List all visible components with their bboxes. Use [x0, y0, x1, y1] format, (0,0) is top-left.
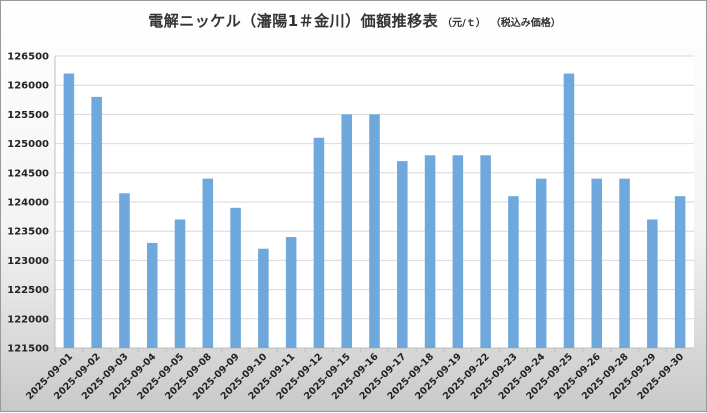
bar — [591, 178, 603, 348]
bar — [258, 248, 269, 348]
x-axis-ticks: 2025-09-012025-09-022025-09-032025-09-04… — [24, 351, 686, 402]
bar — [119, 193, 130, 348]
y-tick-label: 126500 — [7, 52, 49, 63]
bar — [230, 207, 241, 348]
bar — [146, 242, 158, 348]
bar — [674, 196, 686, 348]
y-tick-label: 122000 — [7, 314, 49, 325]
bar — [202, 178, 214, 348]
bar — [397, 161, 408, 348]
bar — [480, 155, 491, 348]
bar — [285, 237, 297, 348]
bar — [563, 73, 575, 349]
bar — [63, 73, 75, 349]
bar — [535, 178, 547, 348]
bar-series — [63, 73, 686, 349]
y-tick-label: 123500 — [7, 227, 49, 238]
bar — [174, 219, 186, 348]
chart-title-block: 電解ニッケル（瀋陽1＃金川）価額推移表 （元/ｔ） （税込み価格） — [1, 10, 707, 31]
chart-title: 電解ニッケル（瀋陽1＃金川）価額推移表 — [148, 12, 439, 30]
y-tick-label: 123000 — [7, 256, 49, 267]
y-tick-label: 125000 — [7, 139, 49, 150]
y-tick-label: 124000 — [7, 198, 49, 209]
y-tick-label: 126000 — [7, 81, 49, 92]
bar — [452, 155, 464, 348]
y-tick-label: 124500 — [7, 168, 49, 179]
bar — [619, 178, 630, 348]
y-tick-label: 125500 — [7, 110, 49, 121]
chart-unit: （元/ｔ） — [442, 18, 486, 29]
y-tick-label: 122500 — [7, 285, 49, 296]
bar — [313, 137, 325, 348]
bar — [369, 114, 380, 349]
y-axis-ticks: 121500 122000 122500 123000 123500 124000 1245… — [7, 52, 49, 355]
bar — [424, 155, 436, 348]
y-tick-label: 121500 — [7, 344, 49, 355]
bar — [341, 114, 352, 349]
bar — [91, 96, 102, 348]
bar — [508, 196, 519, 348]
bar — [647, 219, 658, 348]
chart-tax-note: （税込み価格） — [495, 18, 561, 29]
